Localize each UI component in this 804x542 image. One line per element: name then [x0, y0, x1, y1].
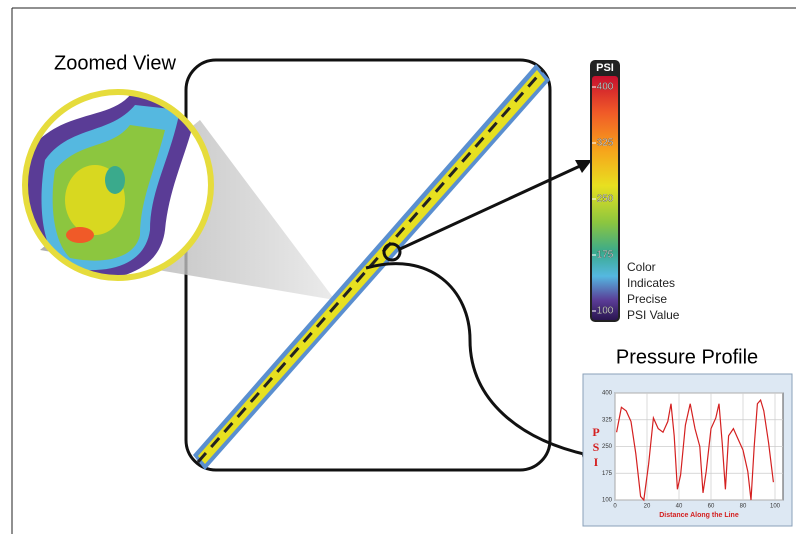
x-tick-label: 20	[644, 504, 651, 510]
y-tick-label: 325	[602, 417, 613, 423]
y-axis-label: S	[593, 440, 600, 454]
note-line: Color	[627, 260, 656, 274]
y-tick-label: 250	[602, 444, 613, 450]
color-note: Color Indicates Precise PSI Value	[627, 260, 680, 322]
colorbar-tick-label: 175	[597, 250, 614, 261]
zoom-title: Zoomed View	[54, 52, 176, 74]
y-tick-label: 400	[602, 391, 613, 397]
y-tick-label: 100	[602, 498, 613, 504]
y-axis-label: I	[594, 455, 599, 469]
colorbar-tick-label: 325	[597, 138, 614, 149]
page: {"zoom_title": "Zoomed View", "colorbar"…	[0, 0, 804, 542]
colorbar-tick-label: 100	[597, 306, 614, 317]
colorbar: PSI	[590, 60, 620, 322]
x-tick-label: 60	[708, 504, 715, 510]
profile-title: Pressure Profile	[616, 346, 758, 368]
y-axis-label: P	[592, 425, 599, 439]
colorbar-title: PSI	[596, 62, 614, 74]
note-line: PSI Value	[627, 308, 680, 322]
diagram: Zoomed View PSI Color Indicates Precise …	[0, 0, 804, 542]
note-line: Precise	[627, 292, 667, 306]
y-tick-label: 175	[602, 471, 613, 477]
note-line: Indicates	[627, 276, 675, 290]
x-tick-label: 100	[770, 504, 781, 510]
x-tick-label: 40	[676, 504, 683, 510]
x-axis-label: Distance Along the Line	[659, 512, 739, 519]
colorbar-tick-label: 250	[597, 194, 614, 205]
x-tick-label: 80	[740, 504, 747, 510]
colorbar-tick-label: 400	[597, 82, 614, 93]
